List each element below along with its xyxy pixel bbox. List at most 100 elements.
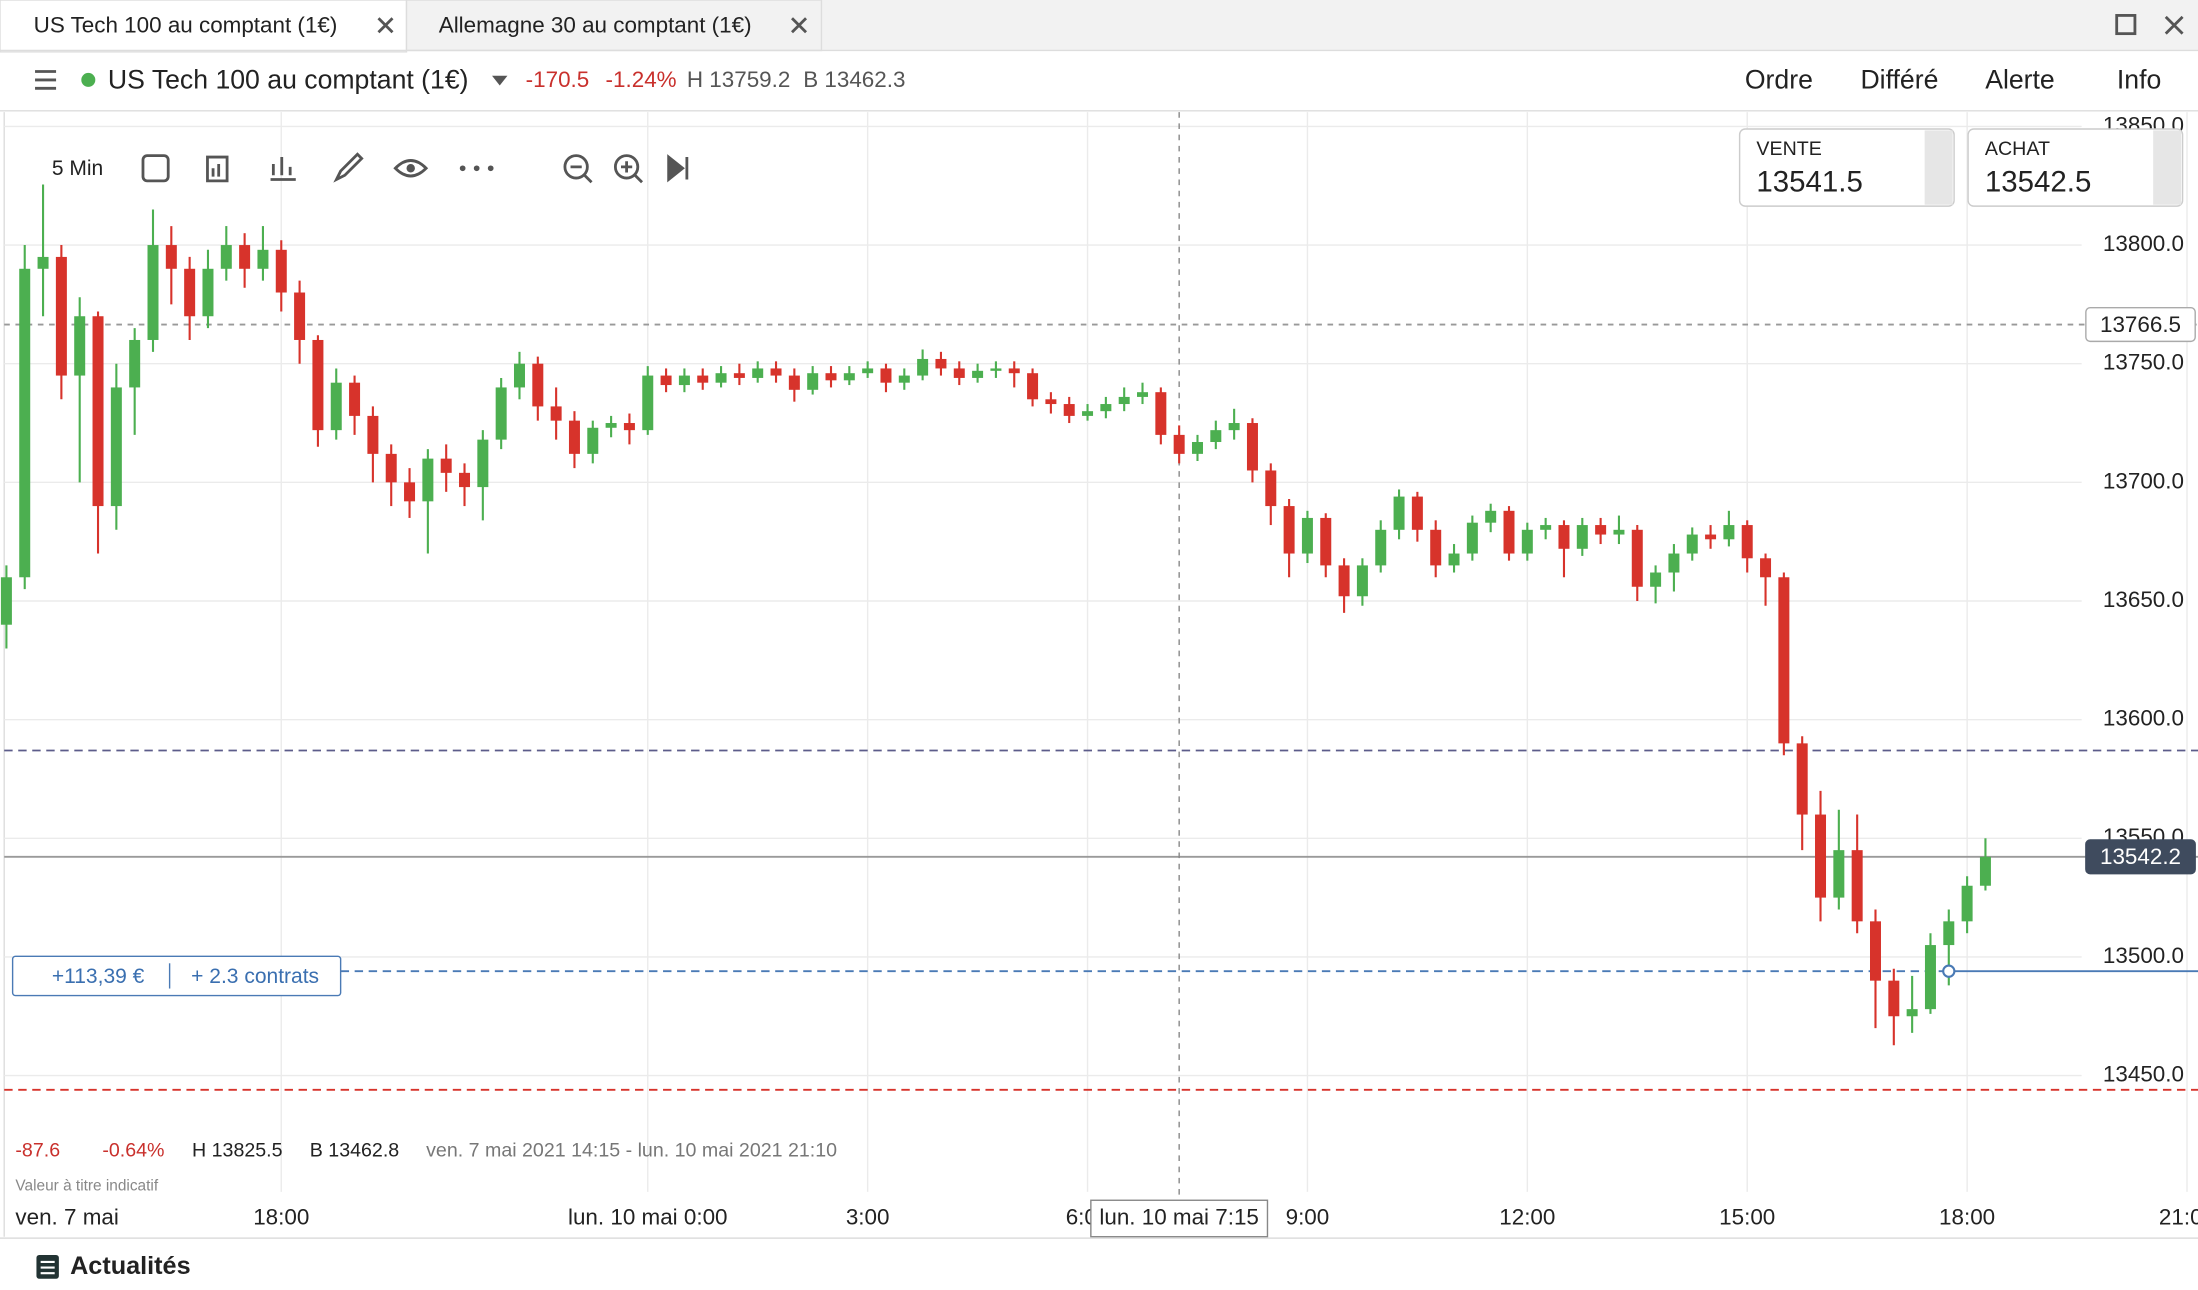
- candle-body: [1283, 506, 1295, 554]
- candle-body: [1173, 434, 1185, 454]
- menu-item[interactable]: Info: [2117, 64, 2161, 94]
- calendar-icon[interactable]: [141, 154, 170, 183]
- candle-body: [898, 375, 910, 383]
- candle-body: [788, 375, 800, 390]
- candle-body: [587, 427, 599, 454]
- sell-button[interactable]: [1738, 128, 1955, 207]
- interval-button[interactable]: 5 Min: [52, 157, 103, 180]
- scroll-end-icon[interactable]: [667, 154, 689, 183]
- candle-body: [1796, 743, 1808, 815]
- candle-body: [1924, 945, 1936, 1010]
- candle-body: [1815, 814, 1827, 898]
- level-label-box: [2085, 839, 2196, 875]
- candle-body: [1411, 496, 1423, 530]
- candle-body: [1503, 510, 1515, 554]
- candle-body: [752, 368, 764, 378]
- candle-body: [1063, 404, 1075, 416]
- candle-body: [1906, 1009, 1918, 1017]
- dropdown-arrow[interactable]: [492, 75, 508, 86]
- buy-button-stripe: [2153, 130, 2182, 205]
- candle-body: [1027, 373, 1039, 400]
- candle-body: [935, 358, 947, 369]
- candle-body: [1723, 525, 1735, 540]
- menu-item[interactable]: Alerte: [1985, 64, 2055, 94]
- tab-label[interactable]: US Tech 100 au comptant (1€): [34, 13, 338, 38]
- candle-body: [257, 249, 269, 269]
- candle-body: [642, 375, 654, 431]
- tab-active[interactable]: [0, 0, 408, 53]
- candle-body: [715, 373, 727, 383]
- candle-body: [550, 406, 562, 421]
- x-tick-label: lun. 10 mai 0:00: [568, 1204, 728, 1229]
- zoom-out-mark: [570, 165, 593, 184]
- candle-body: [1320, 517, 1332, 566]
- sell-price[interactable]: 13541.5: [1756, 165, 1862, 198]
- candle-body: [385, 453, 397, 483]
- candle-body: [477, 439, 489, 488]
- x-tick-label: 9:00: [1286, 1204, 1330, 1229]
- candle-body: [1210, 430, 1222, 443]
- status-dot: [81, 72, 96, 87]
- tab-label[interactable]: Allemagne 30 au comptant (1€): [439, 13, 752, 38]
- indicators-icon[interactable]: [270, 157, 296, 181]
- view-icon-pupil: [406, 164, 415, 173]
- candle-body: [1540, 525, 1552, 530]
- chart-type-icon[interactable]: [206, 155, 229, 183]
- instrument-title[interactable]: US Tech 100 au comptant (1€): [108, 64, 469, 94]
- menu-item[interactable]: Ordre: [1745, 64, 1813, 94]
- candle-body: [367, 415, 379, 454]
- sell-label[interactable]: VENTE: [1756, 138, 1821, 160]
- candle-body: [294, 292, 306, 340]
- candle-body: [697, 375, 709, 383]
- position-pnl[interactable]: +113,39 €: [52, 965, 145, 988]
- candle-body: [1466, 522, 1478, 554]
- candle-body: [1338, 565, 1350, 597]
- candle-body: [1851, 850, 1863, 922]
- candle-body: [1246, 423, 1258, 471]
- candle-body: [1741, 525, 1753, 559]
- maximize-button[interactable]: [2115, 14, 2137, 36]
- x-start-label: ven. 7 mai: [15, 1204, 118, 1229]
- close-button[interactable]: [2164, 15, 2184, 35]
- candle-body: [275, 249, 287, 293]
- zoom-in-icon[interactable]: [613, 154, 640, 180]
- view-icon[interactable]: [393, 159, 429, 178]
- buy-button[interactable]: [1967, 128, 2184, 207]
- position-size[interactable]: + 2.3 contrats: [191, 965, 319, 988]
- draw-icon[interactable]: [333, 152, 364, 183]
- level-label-box: [2085, 307, 2196, 343]
- candle-body: [1301, 517, 1313, 554]
- menu-button[interactable]: [35, 70, 57, 90]
- candle-body: [1082, 411, 1094, 416]
- low: B 13462.3: [803, 67, 905, 92]
- tab-close[interactable]: [791, 17, 808, 34]
- position-box[interactable]: [11, 955, 342, 997]
- position-marker: [1942, 964, 1956, 978]
- candle-body: [1393, 496, 1405, 530]
- candle-body: [349, 382, 361, 416]
- news-tab[interactable]: Actualités: [70, 1252, 191, 1280]
- candle-body: [1760, 558, 1772, 578]
- candle-body: [147, 245, 159, 340]
- tab-close[interactable]: [377, 17, 394, 34]
- menu-item[interactable]: Différé: [1860, 64, 1938, 94]
- buy-price[interactable]: 13542.5: [1985, 165, 2091, 198]
- candle-body: [184, 268, 196, 317]
- candle-body: [1595, 525, 1607, 535]
- high: H 13759.2: [687, 67, 790, 92]
- candle-body: [623, 423, 635, 431]
- zoom-out-icon[interactable]: [563, 154, 589, 180]
- y-tick-label: 13450.0: [2103, 1061, 2184, 1086]
- buy-label[interactable]: ACHAT: [1985, 138, 2050, 160]
- candle-body: [1485, 510, 1497, 523]
- candle-body: [1375, 529, 1387, 566]
- candle-body: [1979, 856, 1991, 886]
- candle-body: [862, 368, 874, 374]
- x-tick-label: 3:00: [846, 1204, 890, 1229]
- change: -170.5: [526, 67, 590, 92]
- candle-body: [1448, 553, 1460, 566]
- y-tick-label: 13600.0: [2103, 706, 2184, 731]
- chart: 13450.013500.013550.013600.013650.013700…: [0, 112, 2198, 1238]
- candle-body: [440, 458, 452, 473]
